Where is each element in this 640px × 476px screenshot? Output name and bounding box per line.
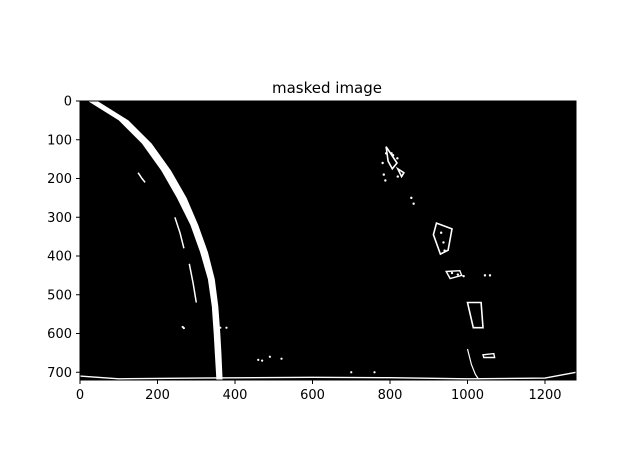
y-tick-label: 600 [47, 327, 72, 342]
left-lane-fragment [174, 217, 185, 249]
right-lane-dash [466, 301, 484, 329]
right-lane-dot [462, 274, 465, 278]
right-lane-dash [432, 222, 453, 256]
plot-area [79, 100, 577, 381]
axes-frame [79, 100, 577, 381]
noise-speck [219, 326, 222, 329]
right-lane-dot [483, 274, 487, 277]
right-lane-outline [445, 269, 463, 280]
noise-speck [373, 371, 376, 374]
right-lane-outline [482, 352, 496, 359]
right-lane-dot [442, 241, 445, 244]
x-tick-label: 1000 [451, 388, 484, 403]
right-lane-dot [450, 271, 454, 275]
y-tick-label: 400 [47, 250, 72, 265]
right-lane-dot [443, 249, 446, 252]
y-tick-label: 300 [47, 211, 72, 226]
noise-speck [225, 326, 228, 329]
x-tick-label: 0 [76, 388, 84, 403]
right-lane-dot [396, 157, 399, 160]
x-tick-label: 1200 [528, 388, 561, 403]
right-lane-dot [439, 231, 443, 234]
y-axis: 0 100 200 300 400 500 600 700 [47, 95, 80, 381]
noise-speck [280, 357, 283, 360]
y-tick-label: 500 [47, 288, 72, 303]
noise-speck [350, 371, 353, 374]
left-lane-fragment [137, 172, 146, 183]
right-lane-dash [395, 166, 405, 179]
right-lane-dot [456, 273, 460, 276]
y-tick-label: 100 [47, 133, 72, 148]
y-tick-label: 200 [47, 172, 72, 187]
right-lane-dot [384, 179, 387, 182]
x-axis: 0 200 400 600 800 1000 1200 [76, 380, 562, 403]
right-lane-dash [385, 146, 398, 171]
x-tick-label: 800 [378, 388, 403, 403]
left-lane-fragment [188, 263, 198, 303]
right-lane-dot [396, 175, 399, 178]
noise-speck [261, 359, 264, 362]
left-lane-line [87, 101, 223, 380]
y-tick-label: 0 [64, 95, 72, 110]
noise-speck [257, 358, 260, 361]
chart-title: masked image [272, 79, 382, 97]
x-tick-label: 200 [145, 388, 170, 403]
right-lane-dot [391, 154, 395, 157]
image-content [79, 101, 577, 381]
right-lane-dot [381, 161, 384, 165]
right-lane-dot [410, 196, 413, 200]
right-lane-trail [466, 348, 480, 381]
image-background [80, 101, 576, 380]
noise-speck [182, 326, 185, 330]
right-lane-dot [488, 274, 492, 277]
right-lane-dot [384, 152, 388, 155]
right-lane-dot [382, 173, 385, 176]
x-tick-label: 400 [223, 388, 248, 403]
right-lane-dot [390, 152, 393, 155]
noise-speck [268, 355, 271, 358]
right-lane-dot [412, 202, 415, 205]
x-tick-label: 600 [300, 388, 325, 403]
bottom-edge-line [79, 371, 577, 380]
y-tick-label: 700 [47, 366, 72, 381]
